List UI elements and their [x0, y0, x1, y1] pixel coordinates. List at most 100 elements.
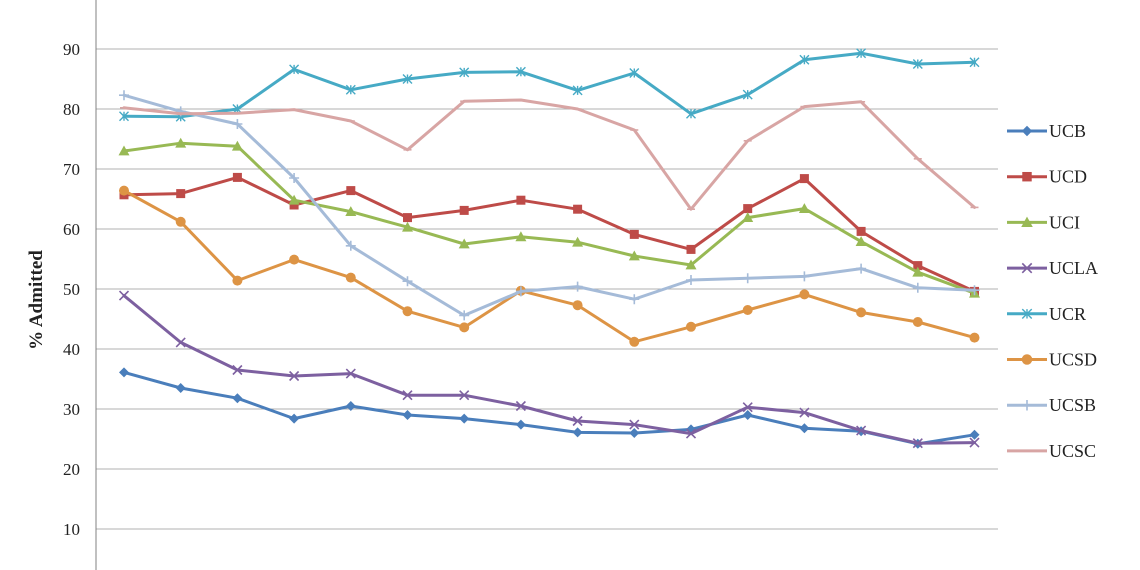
legend-label: UCSD: [1049, 350, 1097, 370]
data-point: [686, 321, 696, 332]
y-axis-title: % Admitted: [26, 250, 47, 350]
data-point: [572, 300, 583, 311]
legend-label: UCB: [1049, 121, 1086, 141]
data-point: [969, 285, 980, 296]
data-point: [798, 203, 810, 213]
series-uci: [118, 137, 980, 298]
data-point: [629, 336, 640, 347]
legend-label: UCSB: [1049, 395, 1096, 415]
legend-item-ucd: UCD: [1007, 167, 1087, 187]
data-point: [572, 281, 583, 292]
data-point: [402, 390, 413, 401]
legend-item-uci: UCI: [1007, 212, 1080, 232]
y-tick-label: 30: [63, 400, 80, 419]
data-point: [799, 271, 810, 282]
data-point: [629, 68, 640, 78]
data-point: [685, 428, 697, 439]
data-point: [572, 415, 583, 427]
data-point: [1021, 216, 1033, 228]
data-point: [232, 172, 242, 182]
data-point: [232, 393, 243, 404]
data-point: [289, 64, 300, 75]
data-point: [742, 402, 753, 413]
y-tick-label: 50: [63, 280, 80, 299]
data-point: [686, 244, 696, 254]
data-point: [969, 332, 980, 343]
series-line: [122, 294, 976, 445]
data-point: [855, 236, 867, 246]
data-point: [458, 238, 470, 249]
data-point: [459, 390, 470, 401]
legend-item-ucsb: UCSB: [1007, 395, 1096, 415]
legend-item-ucla: UCLA: [1007, 258, 1098, 278]
data-point: [459, 67, 470, 78]
data-point: [289, 254, 300, 265]
data-point: [742, 89, 753, 100]
data-point: [459, 322, 470, 333]
y-tick-label: 90: [63, 40, 80, 59]
data-point: [288, 194, 300, 205]
data-point: [912, 282, 923, 293]
data-point: [402, 306, 413, 317]
data-point: [119, 185, 129, 196]
data-point: [289, 370, 300, 382]
data-point: [572, 85, 583, 96]
legend-label: UCLA: [1049, 258, 1098, 278]
data-point: [345, 240, 356, 251]
series-ucsd: [119, 185, 980, 347]
data-point: [799, 54, 810, 65]
data-point: [402, 410, 413, 420]
data-point: [742, 273, 753, 284]
series-ucr: [119, 48, 980, 122]
data-point: [1021, 308, 1033, 320]
series-line: [122, 51, 976, 119]
data-point: [118, 145, 130, 156]
data-point: [516, 195, 526, 205]
legend-label: UCI: [1049, 212, 1080, 232]
data-point: [743, 204, 753, 214]
data-point: [629, 229, 639, 239]
data-point: [742, 212, 754, 222]
data-point: [175, 383, 186, 393]
data-point: [629, 419, 640, 430]
data-point: [686, 108, 696, 119]
series-ucb: [119, 367, 980, 449]
data-point: [856, 226, 866, 236]
series-ucsc: [120, 98, 979, 211]
data-point: [912, 438, 923, 449]
data-point: [1022, 171, 1032, 182]
data-point: [969, 57, 980, 68]
data-point: [459, 413, 470, 424]
data-point: [628, 250, 640, 261]
data-point: [402, 276, 413, 287]
data-point: [969, 429, 980, 440]
legend-label: UCR: [1049, 304, 1086, 324]
legend-item-ucr: UCR: [1007, 304, 1086, 324]
legend-label: UCSC: [1049, 441, 1096, 461]
data-point: [345, 206, 357, 216]
data-point: [629, 294, 640, 305]
data-point: [402, 74, 413, 84]
data-point: [799, 289, 810, 300]
data-point: [913, 261, 923, 271]
data-point: [912, 59, 923, 69]
data-point: [459, 205, 469, 215]
data-point: [912, 317, 923, 327]
data-point: [402, 221, 413, 232]
data-point: [119, 90, 129, 101]
y-tick-label: 80: [63, 100, 80, 119]
legend-item-ucb: UCB: [1007, 121, 1086, 141]
data-point: [799, 407, 810, 418]
series-line: [122, 370, 976, 446]
series-line: [122, 175, 976, 293]
data-point: [515, 400, 526, 412]
data-point: [856, 263, 867, 274]
y-tick-label: 60: [63, 220, 80, 239]
y-tick-labels: 10 20 30 40 50 60 70 80 90: [63, 40, 80, 539]
series-ucla: [118, 290, 980, 449]
data-point: [572, 427, 583, 438]
y-tick-label: 10: [63, 520, 80, 539]
data-point: [799, 174, 809, 184]
data-point: [515, 231, 527, 242]
data-point: [912, 266, 924, 277]
